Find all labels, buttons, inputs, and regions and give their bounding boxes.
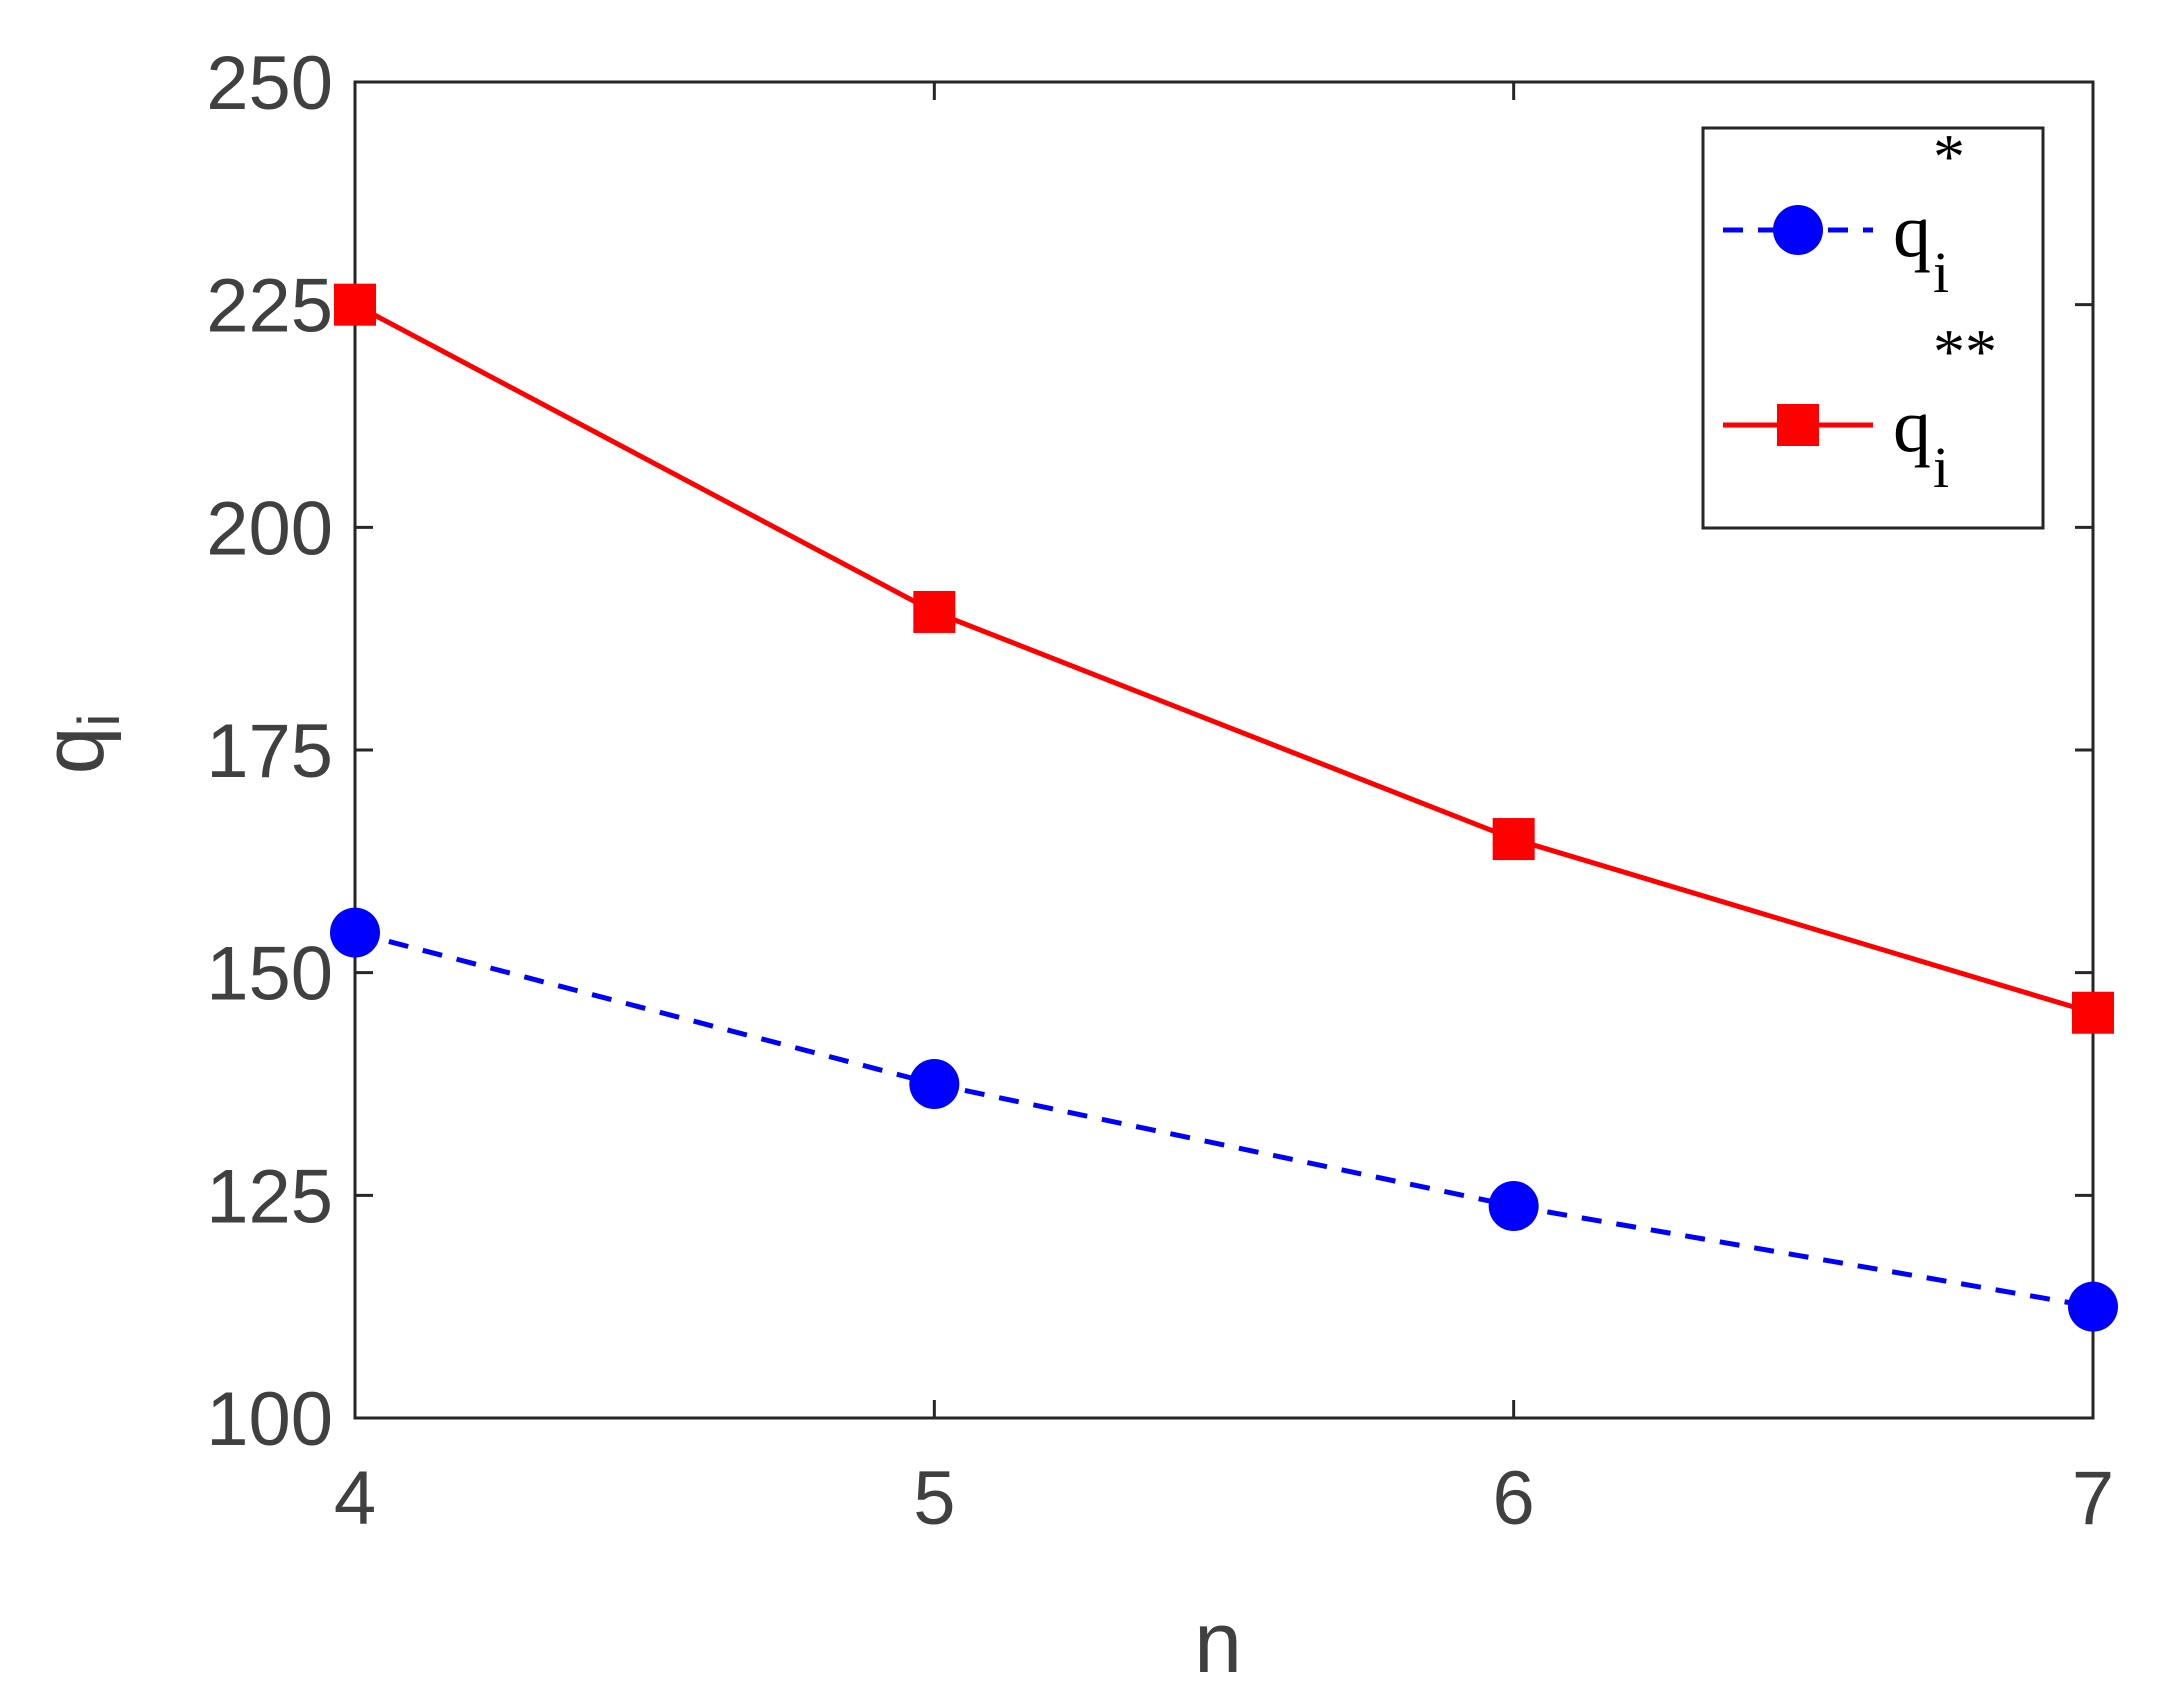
x-tick-label: 6 xyxy=(1493,1456,1535,1541)
y-axis-label-text: qi xyxy=(26,714,132,775)
y-tick-label: 150 xyxy=(206,932,333,1017)
legend-box xyxy=(1701,126,2045,530)
series-1-line xyxy=(354,930,2094,1310)
series-1-point xyxy=(330,907,380,958)
legend-label-sup-2: ** xyxy=(1933,316,1997,387)
series-2 xyxy=(334,283,2114,1034)
series-layer xyxy=(330,283,2118,1332)
x-tick-label: 5 xyxy=(913,1456,955,1541)
y-axis-ticks: 100 125 150 175 200 225 250 xyxy=(206,41,2093,1462)
legend-label-sub-1: i xyxy=(1933,240,1949,305)
series-2-point xyxy=(2072,991,2114,1034)
x-tick-label: 4 xyxy=(334,1456,376,1541)
legend-entry-2: q i ** xyxy=(1723,316,1997,500)
y-tick-label: 100 xyxy=(206,1377,333,1462)
series-2-line xyxy=(353,302,2094,1016)
y-tick-label: 225 xyxy=(206,264,333,349)
series-1-point xyxy=(909,1059,960,1109)
y-tick-label: 175 xyxy=(206,709,333,794)
series-1 xyxy=(330,907,2118,1332)
legend-marker-2 xyxy=(1777,404,1819,446)
y-tick-label: 200 xyxy=(206,486,333,571)
legend-label-2: q xyxy=(1893,384,1931,468)
legend-entry-1: q i * xyxy=(1723,121,1965,305)
series-2-point xyxy=(334,283,376,326)
x-axis-label: n xyxy=(1194,1595,1242,1691)
y-axis-label: qi xyxy=(26,714,132,775)
series-2-point xyxy=(913,590,956,633)
legend-marker-1 xyxy=(1773,205,1823,255)
legend-label-sup-1: * xyxy=(1933,121,1965,192)
y-tick-label: 250 xyxy=(206,41,333,126)
x-axis-ticks: 4 5 6 7 xyxy=(334,82,2114,1541)
y-axis-label-sub: i xyxy=(67,714,132,727)
y-tick-label: 125 xyxy=(206,1154,333,1239)
y-axis-label-base: q xyxy=(26,727,122,775)
series-2-point xyxy=(1492,818,1535,861)
series-1-point xyxy=(2068,1281,2118,1332)
legend-label-sub-2: i xyxy=(1933,435,1949,500)
legend: q i*q i** xyxy=(1701,121,2045,530)
x-tick-label: 7 xyxy=(2072,1456,2114,1541)
series-1-point xyxy=(1488,1181,1539,1232)
legend-label-1: q xyxy=(1893,189,1931,273)
